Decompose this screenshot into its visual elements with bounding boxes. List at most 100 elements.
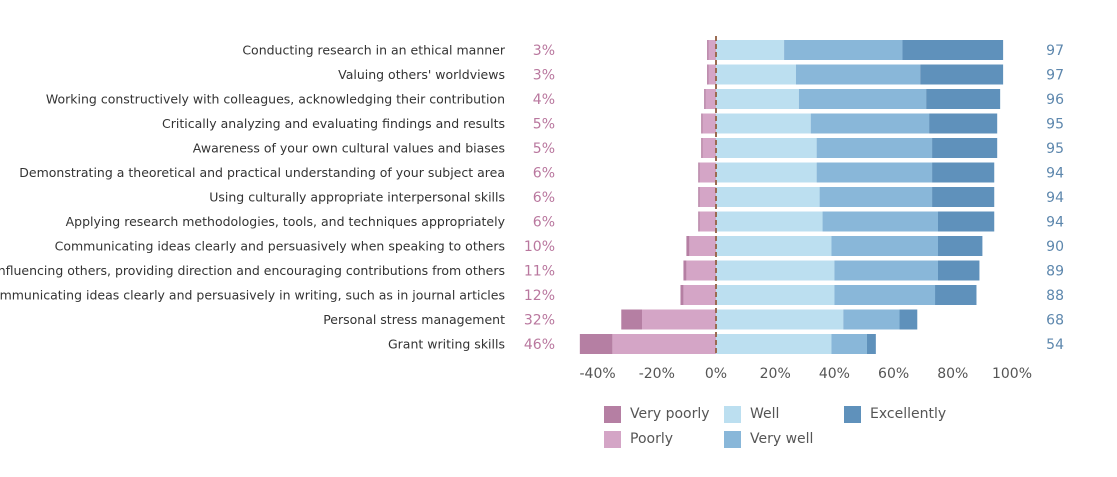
bar-excellently [935,285,977,305]
bar-poorly [689,236,716,256]
negative-total-label: 3% [533,43,555,59]
category-label: Demonstrating a theoretical and practica… [19,165,505,180]
positive-total-label: 95 [1046,141,1064,157]
bar-well [716,40,785,60]
bar-well [716,285,835,305]
bar-excellently [866,334,876,354]
bar-excellently [932,162,995,183]
bar-excellently [926,89,1001,109]
bar-very-well [819,187,933,207]
bar-well [716,138,817,158]
positive-total-label: 90 [1046,239,1064,255]
bar-very-well [795,64,921,85]
bar-poorly [699,211,716,232]
x-tick-label: 100% [992,366,1032,382]
bar-poorly [708,40,716,60]
category-label: Grant writing skills [388,337,505,352]
bar-poorly [612,334,716,354]
category-label: Awareness of your own cultural values an… [193,141,505,156]
legend-item-excellently: Excellently [844,404,946,424]
legend-swatch-very-poorly [604,405,621,423]
bar-very-well [822,211,938,232]
category-label: Applying research methodologies, tools, … [66,214,506,229]
positive-total-label: 94 [1046,190,1064,206]
bar-very-poorly [621,309,642,330]
category-label: Valuing others' worldviews [338,67,505,82]
negative-total-label: 6% [533,215,555,231]
bar-excellently [938,211,995,232]
negative-total-label: 32% [524,313,555,329]
bar-well [716,89,799,109]
positive-total-label: 96 [1046,92,1064,108]
bar-well [716,236,832,256]
x-tick-label: 20% [760,366,791,382]
bar-poorly [683,285,716,305]
legend-label-poorly: Poorly [630,431,674,447]
bar-very-poorly [698,187,700,207]
x-tick-label: 40% [819,366,850,382]
category-label: Conducting research in an ethical manner [242,43,506,58]
bar-very-poorly [698,211,700,232]
bar-very-well [831,236,938,256]
bar-excellently [932,187,995,207]
legend-swatch-poorly [604,430,621,448]
bar-very-poorly [701,138,703,158]
bar-very-poorly [579,334,613,354]
legend-item-very-well: Very well [724,429,813,449]
bar-very-well [816,138,933,158]
legend-item-very-poorly: Very poorly [604,404,710,424]
category-label: Using culturally appropriate interperson… [209,190,505,205]
legend-item-well: Well [724,404,779,424]
negative-total-label: 10% [524,239,555,255]
legend-label-very-well: Very well [750,431,814,447]
bar-very-well [831,334,867,354]
bar-poorly [699,187,716,207]
bar-very-poorly [680,285,684,305]
bar-excellently [938,260,980,281]
legend-label-very-poorly: Very poorly [630,406,710,422]
category-label: Communicating ideas clearly and persuasi… [55,239,505,254]
bar-excellently [938,236,983,256]
bar-very-well [834,285,936,305]
bar-excellently [902,40,1004,60]
bar-very-poorly [707,40,709,60]
bar-very-well [816,162,933,183]
positive-total-label: 94 [1046,215,1064,231]
bar-very-poorly [698,162,700,183]
positive-total-label: 54 [1046,337,1064,353]
bar-well [716,64,796,85]
bar-very-well [798,89,927,109]
bar-well [716,113,811,134]
bar-poorly [699,162,716,183]
negative-total-label: 6% [533,190,555,206]
bar-poorly [702,113,716,134]
bar-very-well [843,309,900,330]
x-tick-label: 60% [878,366,909,382]
bar-very-poorly [683,260,687,281]
bar-excellently [932,138,998,158]
bar-excellently [929,113,998,134]
positive-total-label: 97 [1046,43,1064,59]
legend-swatch-well [724,405,741,423]
negative-total-label: 6% [533,166,555,182]
x-tick-label: 0% [705,366,727,382]
bar-poorly [708,64,716,85]
bar-excellently [920,64,1004,85]
bar-very-well [784,40,903,60]
legend-swatch-very-well [724,430,741,448]
negative-total-label: 11% [524,264,555,280]
negative-total-label: 5% [533,117,555,133]
bar-well [716,187,820,207]
x-tick-label: 80% [937,366,968,382]
bar-well [716,334,832,354]
bar-well [716,162,817,183]
x-tick-label: -40% [580,366,616,382]
negative-total-label: 3% [533,68,555,84]
category-label: Critically analyzing and evaluating find… [162,116,505,131]
positive-total-label: 94 [1046,166,1064,182]
x-tick-label: -20% [639,366,675,382]
bar-poorly [642,309,716,330]
negative-total-label: 12% [524,288,555,304]
bar-well [716,260,835,281]
